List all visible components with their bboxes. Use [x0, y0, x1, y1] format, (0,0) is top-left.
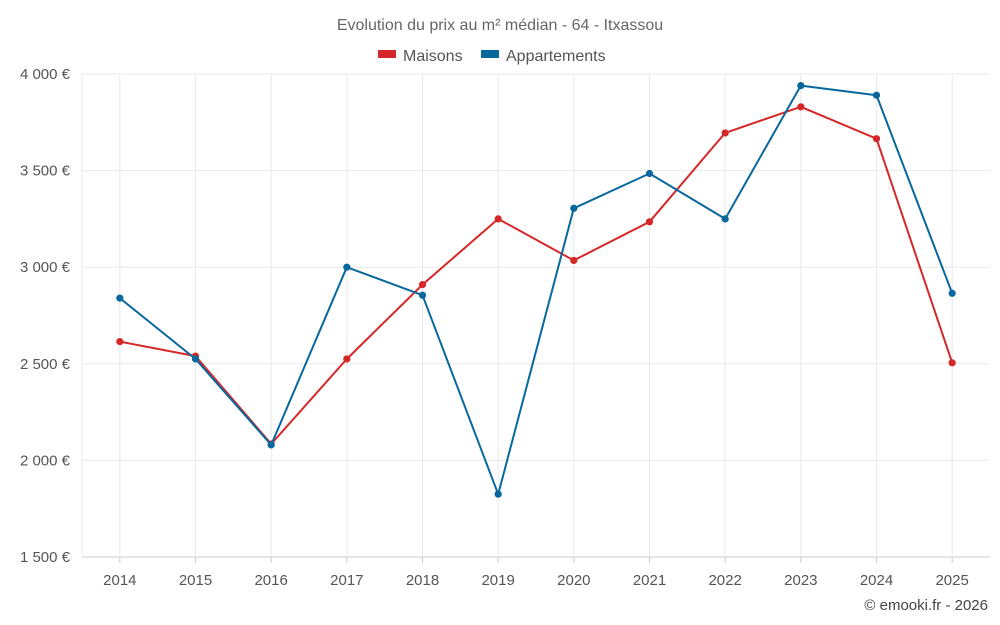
series-maisons	[116, 103, 956, 448]
legend-label-maisons[interactable]: Maisons	[403, 48, 463, 65]
series-appartements	[116, 81, 956, 498]
y-tick-label: 2 500 €	[20, 356, 71, 373]
series-layer	[116, 81, 956, 498]
data-point-maisons[interactable]	[343, 355, 351, 363]
y-tick-label: 2 000 €	[20, 452, 71, 469]
legend-label-appartements[interactable]: Appartements	[506, 48, 606, 65]
data-point-appartements[interactable]	[872, 91, 881, 99]
series-line-appartements	[119, 84, 954, 496]
x-tick-label: 2016	[254, 572, 287, 589]
data-point-appartements[interactable]	[797, 81, 805, 90]
data-point-appartements[interactable]	[948, 289, 956, 297]
y-tick-label: 1 500 €	[20, 549, 71, 566]
data-point-maisons[interactable]	[797, 103, 805, 111]
x-tick-label: 2019	[481, 572, 514, 589]
y-tick-label: 3 000 €	[20, 259, 71, 276]
data-point-maisons[interactable]	[645, 218, 654, 226]
x-tick-label: 2020	[557, 572, 590, 589]
data-point-maisons[interactable]	[570, 256, 578, 265]
y-tick-label: 4 000 €	[20, 66, 71, 83]
data-point-maisons[interactable]	[872, 135, 881, 143]
legend-swatch-appartements	[481, 50, 499, 58]
data-point-appartements[interactable]	[267, 441, 275, 449]
x-tick-label: 2018	[406, 572, 439, 589]
grid	[81, 73, 990, 563]
data-point-appartements[interactable]	[494, 490, 502, 498]
data-point-maisons[interactable]	[116, 337, 124, 346]
data-point-appartements[interactable]	[116, 294, 124, 302]
series-line-maisons	[119, 105, 954, 445]
data-point-maisons[interactable]	[494, 215, 502, 223]
x-tick-label: 2021	[633, 572, 666, 589]
data-point-appartements[interactable]	[191, 355, 200, 363]
data-point-appartements[interactable]	[721, 215, 729, 223]
chart-title: Evolution du prix au m² médian - 64 - It…	[337, 17, 663, 34]
y-axis-ticks: 1 500 € 2 000 € 2 500 € 3 000 € 3 500 € 4 000…	[20, 66, 71, 566]
data-point-appartements[interactable]	[418, 291, 427, 299]
x-tick-label: 2024	[860, 572, 893, 589]
x-tick-label: 2025	[935, 572, 968, 589]
x-tick-label: 2017	[330, 572, 363, 589]
x-tick-label: 2015	[179, 572, 212, 589]
x-tick-label: 2023	[784, 572, 817, 589]
y-tick-label: 3 500 €	[20, 163, 71, 180]
credit-text: © emooki.fr - 2026	[864, 597, 988, 614]
data-point-appartements[interactable]	[645, 169, 654, 178]
data-point-appartements[interactable]	[570, 204, 578, 212]
x-axis-ticks: 2014 2015 2016 2017 2018 2019 2020 2021 2022 2023…	[103, 572, 969, 589]
data-point-maisons[interactable]	[418, 280, 427, 289]
legend: Maisons Appartements	[378, 48, 606, 65]
data-point-maisons[interactable]	[948, 359, 956, 367]
data-point-maisons[interactable]	[721, 129, 729, 137]
x-tick-label: 2014	[103, 572, 136, 589]
data-point-appartements[interactable]	[343, 263, 351, 271]
x-tick-label: 2022	[708, 572, 741, 589]
legend-swatch-maisons	[378, 50, 396, 58]
